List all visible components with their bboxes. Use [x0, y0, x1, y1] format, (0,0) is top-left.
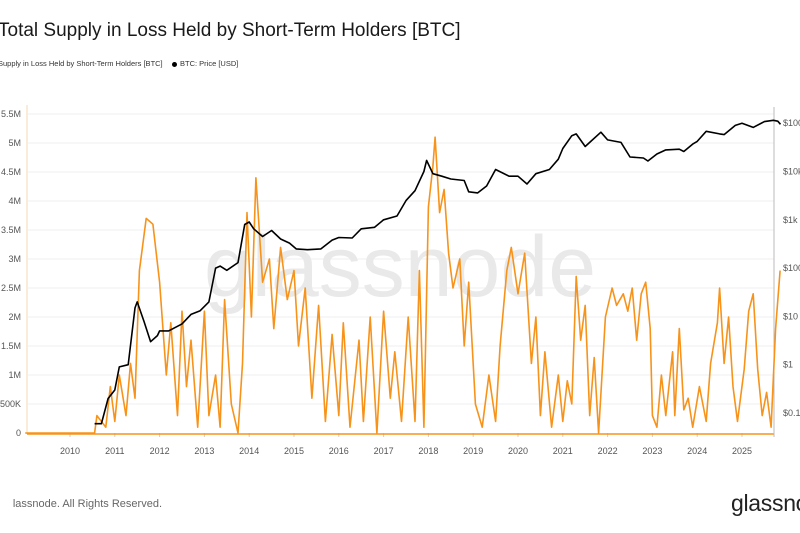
legend-label: BTC: Price [USD] [180, 59, 239, 68]
x-tick-label: 2016 [329, 446, 349, 456]
legend-item-price[interactable]: BTC: Price [USD] [172, 59, 238, 68]
x-tick-label: 2010 [60, 446, 80, 456]
y-left-tick-label: 5M [8, 138, 21, 148]
y-right-tick-label: $10 [783, 311, 798, 321]
btc-price-line [94, 119, 782, 425]
x-tick-label: 2017 [374, 446, 394, 456]
y-left-tick-label: 3M [8, 254, 21, 264]
x-tick-label: 2019 [463, 446, 483, 456]
chart-title: Total Supply in Loss Held by Short-Term … [0, 20, 461, 41]
y-right-tick-label: $10k [783, 167, 800, 177]
x-tick-label: 2022 [598, 446, 618, 456]
y-left-tick-label: 0 [16, 428, 21, 438]
y-left-tick-label: 1M [8, 370, 21, 380]
y-left-tick-label: 5.5M [1, 109, 21, 119]
y-left-tick-label: 3.5M [1, 225, 21, 235]
x-tick-label: 2011 [105, 446, 124, 456]
copyright: lassnode. All Rights Reserved. [12, 498, 162, 510]
legend-item-supply[interactable]: Supply in Loss Held by Short-Term Holder… [0, 59, 163, 68]
legend-dot-icon [172, 61, 177, 67]
y-right-tick-label: $100k [783, 118, 800, 128]
y-right-tick-label: $1k [783, 215, 798, 225]
x-tick-label: 2015 [284, 446, 304, 456]
supply-in-loss-line [25, 136, 781, 434]
y-right-tick-label: $1 [783, 360, 793, 370]
y-left-tick-label: 4.5M [1, 167, 21, 177]
x-tick-label: 2014 [239, 446, 259, 456]
x-tick-label: 2021 [553, 446, 573, 456]
x-tick-label: 2012 [150, 446, 170, 456]
x-tick-label: 2025 [732, 446, 752, 456]
y-left-tick-label: 1.5M [1, 341, 21, 351]
y-left-tick-label: 4M [8, 196, 21, 206]
y-left-tick-label: 2.5M [1, 283, 21, 293]
legend-label: Supply in Loss Held by Short-Term Holder… [0, 59, 163, 68]
x-tick-label: 2020 [508, 446, 528, 456]
y-right-tick-label: $100 [783, 263, 800, 273]
glassnode-logo: glassnode [731, 490, 800, 516]
x-tick-label: 2013 [194, 446, 214, 456]
x-tick-label: 2024 [687, 446, 707, 456]
x-tick-label: 2018 [418, 446, 438, 456]
y-left-tick-label: 2M [8, 312, 21, 322]
y-left-tick-label: 500K [0, 399, 21, 409]
x-tick-label: 2023 [642, 446, 662, 456]
watermark: glassnode [204, 219, 596, 315]
y-right-tick-label: $0.1 [783, 408, 800, 418]
